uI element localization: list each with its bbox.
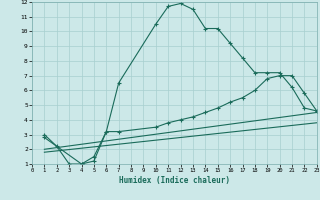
X-axis label: Humidex (Indice chaleur): Humidex (Indice chaleur) [119,176,230,185]
